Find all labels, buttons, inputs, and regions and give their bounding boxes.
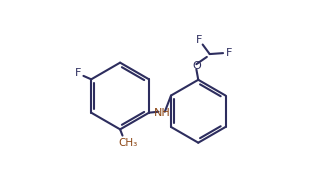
- Text: F: F: [75, 68, 82, 78]
- Text: F: F: [196, 35, 202, 45]
- Text: NH: NH: [154, 108, 170, 118]
- Text: O: O: [192, 61, 201, 71]
- Text: CH₃: CH₃: [119, 138, 138, 148]
- Text: F: F: [226, 48, 232, 58]
